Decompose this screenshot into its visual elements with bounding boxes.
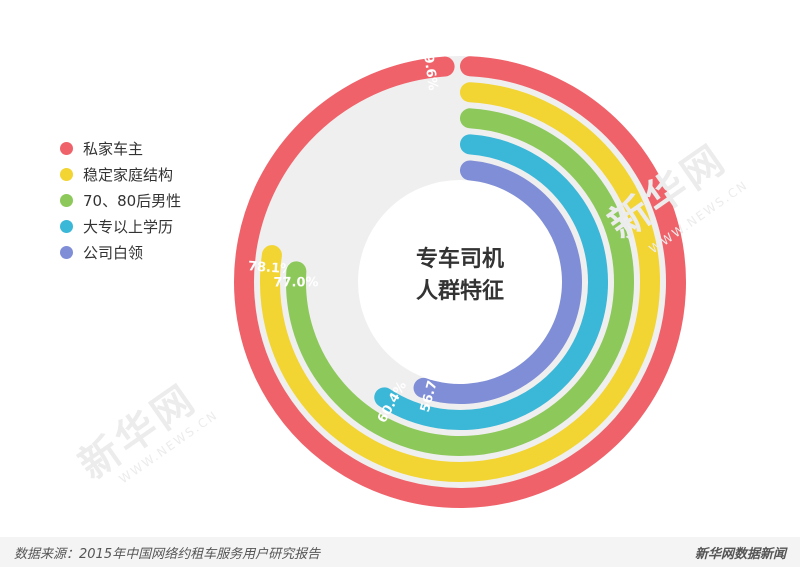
chart-title-line-1: 专车司机 bbox=[415, 247, 504, 272]
legend-item: 70、80后男性 bbox=[60, 187, 181, 213]
legend-item: 大专以上学历 bbox=[60, 213, 181, 239]
legend-swatch bbox=[60, 219, 73, 233]
legend-label: 大专以上学历 bbox=[83, 217, 174, 236]
chart-title: 专车司机 人群特征 bbox=[380, 244, 540, 308]
legend-label: 公司白领 bbox=[83, 243, 144, 262]
data-label: 99.6% bbox=[419, 45, 440, 92]
legend-item: 公司白领 bbox=[60, 239, 181, 265]
legend-label: 私家车主 bbox=[83, 139, 144, 158]
data-label: 77.0% bbox=[273, 275, 318, 290]
series-arc bbox=[413, 160, 582, 404]
source-note: 数据来源：2015年中国网络约租车服务用户研究报告 bbox=[14, 547, 321, 562]
series-arc bbox=[234, 56, 686, 508]
legend-item: 稳定家庭结构 bbox=[60, 161, 181, 187]
series-arc bbox=[374, 134, 608, 430]
legend-label: 70、80后男性 bbox=[83, 191, 182, 210]
legend: 私家车主稳定家庭结构 70、80后男性 大专以上学历 公司白领 bbox=[60, 135, 181, 265]
chart-area: 99.6% 78.1% 77.0% 60.4% 56.7% bbox=[234, 45, 686, 508]
series-arc bbox=[286, 108, 634, 456]
footer: 数据来源：2015年中国网络约租车服务用户研究报告 新华网数据新闻 bbox=[0, 537, 800, 567]
legend-label: 稳定家庭结构 bbox=[83, 165, 174, 184]
legend-swatch bbox=[60, 167, 73, 181]
legend-swatch bbox=[60, 141, 73, 155]
legend-swatch bbox=[60, 193, 73, 207]
brand-label: 新华网数据新闻 bbox=[694, 547, 786, 562]
data-label: 78.1% bbox=[247, 259, 293, 277]
series-arc bbox=[260, 82, 660, 482]
legend-item: 私家车主 bbox=[60, 135, 181, 161]
radial-chart: 99.6%78.1%77.0%60.4% 56.7% bbox=[234, 45, 686, 508]
chart-title-line-2: 人群特征 bbox=[415, 279, 504, 304]
legend-swatch bbox=[60, 245, 73, 259]
